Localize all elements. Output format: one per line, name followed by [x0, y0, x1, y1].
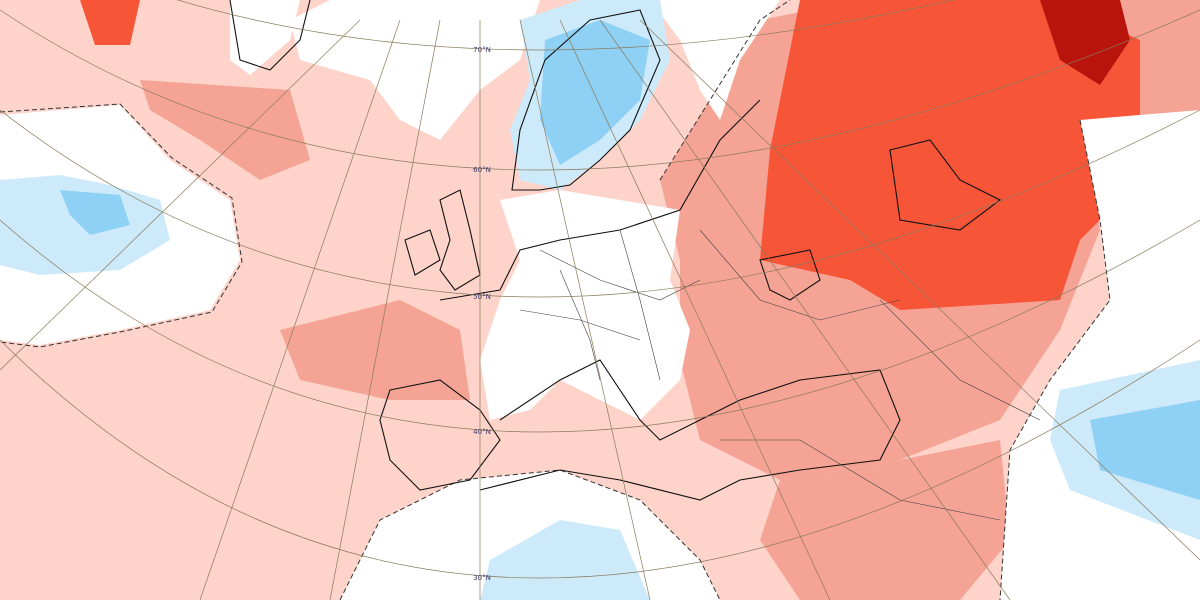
hot-area	[760, 0, 1140, 310]
greenland	[230, 0, 300, 75]
warm-area	[760, 440, 1010, 600]
britain	[439, 189, 481, 291]
warm-area	[280, 300, 470, 400]
caspian	[889, 139, 1002, 231]
neutral-area	[650, 0, 780, 120]
iberia	[379, 379, 501, 491]
ireland	[404, 229, 441, 276]
lat-label: 60°N	[473, 166, 491, 174]
hot-area	[80, 0, 140, 45]
cold-area	[1090, 400, 1200, 500]
scandinavia	[511, 9, 661, 191]
contour	[339, 469, 721, 600]
latitude-labels: 70°N 60°N 50°N 40°N 30°N	[473, 46, 491, 582]
lat-label: 70°N	[473, 46, 491, 54]
borders	[519, 229, 1041, 521]
contour	[999, 119, 1111, 600]
meridian	[559, 19, 831, 600]
parallel	[0, 109, 1200, 298]
parallel	[0, 339, 1200, 579]
meridian	[599, 19, 1011, 600]
very-hot-area	[1040, 0, 1130, 85]
mediterranean	[479, 359, 901, 501]
greenland-coast	[229, 0, 311, 71]
meridian	[329, 19, 441, 600]
contour	[659, 0, 791, 181]
coastlines	[229, 0, 1041, 521]
black-sea	[759, 249, 821, 301]
contour	[0, 103, 243, 348]
neutral-area	[480, 190, 690, 420]
cold-area	[540, 20, 650, 165]
meridian	[519, 19, 651, 600]
meridian	[639, 19, 1200, 561]
neutral-area	[290, 0, 540, 140]
zero-contours	[0, 0, 1111, 600]
meridian	[0, 19, 361, 371]
cold-area	[60, 190, 130, 235]
parallel	[0, 219, 1200, 433]
parallel	[176, 0, 954, 51]
europe-north	[439, 99, 761, 301]
parallel	[0, 9, 1200, 171]
cool-area	[480, 520, 650, 600]
meridian	[199, 19, 401, 600]
lat-label: 30°N	[473, 574, 491, 582]
lat-label: 40°N	[473, 428, 491, 436]
lat-label: 50°N	[473, 293, 491, 301]
